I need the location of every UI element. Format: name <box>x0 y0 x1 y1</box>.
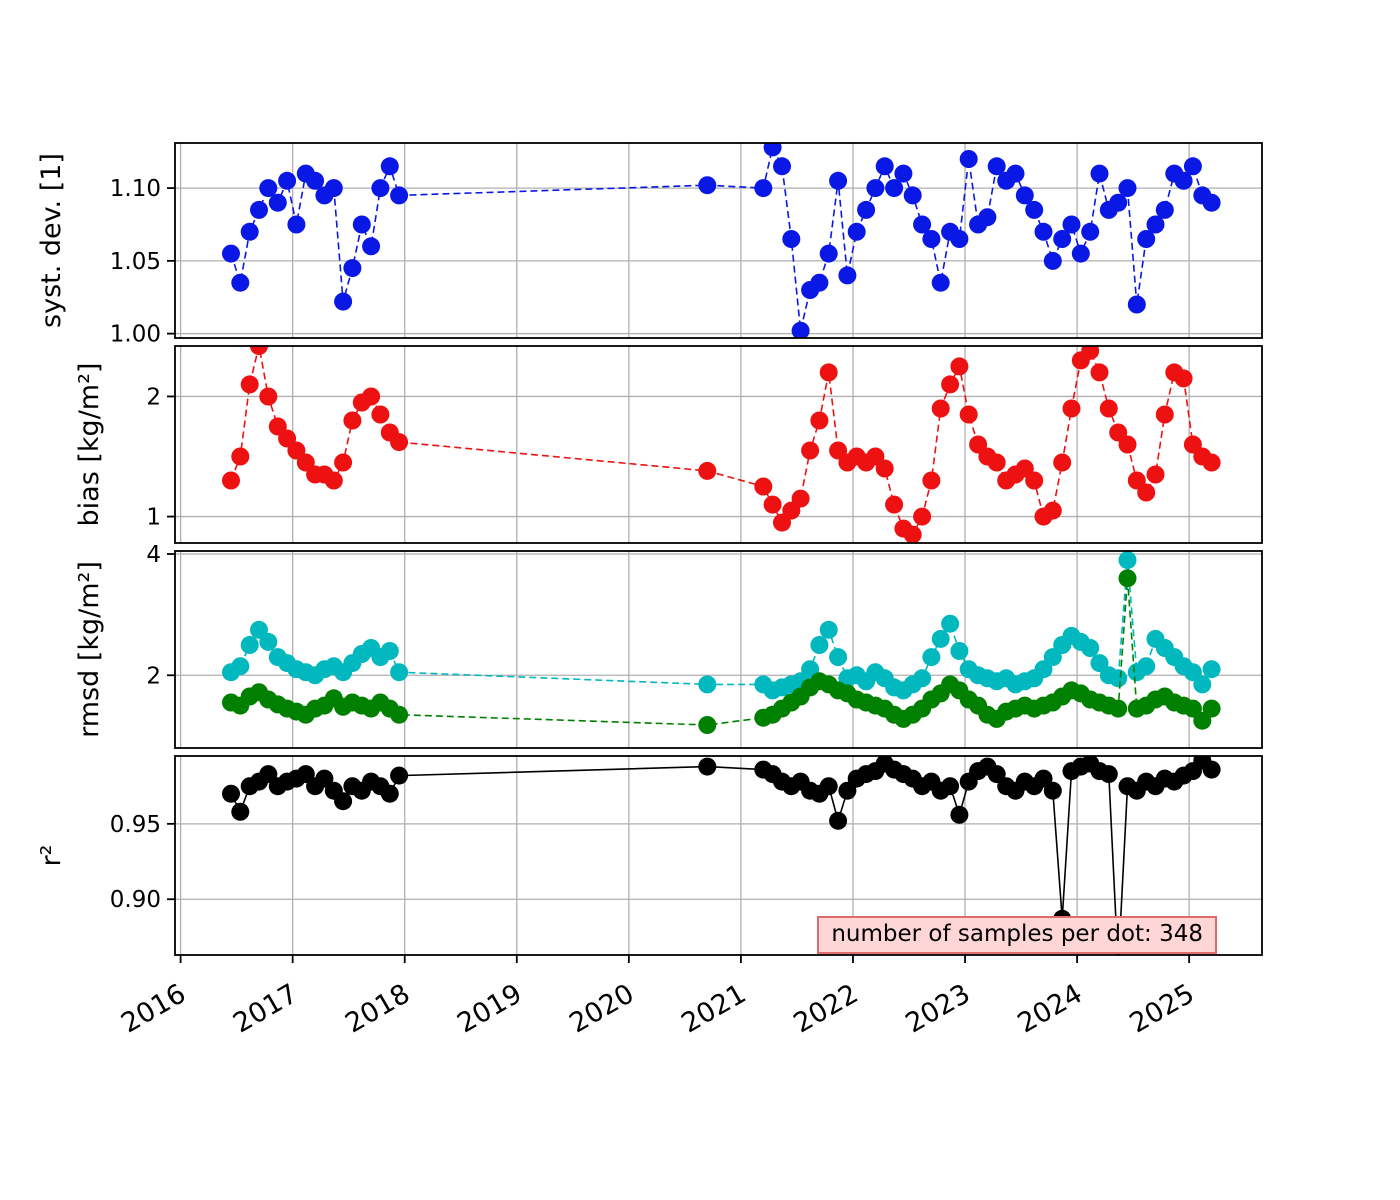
panel-0-plot-area <box>175 143 1262 338</box>
series-dots-syst-dev <box>222 143 1221 338</box>
series-dots-rmsd-total <box>222 551 1221 700</box>
panel-1-plot-area <box>175 346 1262 543</box>
y-tick-label: 1.10 <box>110 176 161 202</box>
panel-0-series-group <box>222 143 1221 338</box>
y-tick-label: 1 <box>146 505 161 531</box>
series-dots-rmsd-corrected <box>222 569 1221 734</box>
panel-2: 2 4 rmsd [kg/m²] <box>74 542 1263 749</box>
panel-3-border <box>174 755 1263 956</box>
panel-3-series-group <box>222 756 1221 955</box>
panel-2-border <box>174 550 1263 749</box>
y-tick-label: 4 <box>146 542 161 568</box>
series-dots-r-squared <box>222 756 1221 928</box>
panel-0: 1.00 1.05 1.10 syst. dev. [1] <box>36 142 1263 348</box>
y-tick-label: 1.05 <box>110 249 161 275</box>
y-tick-label: 1.00 <box>110 322 161 348</box>
y-axis-label-3: r² <box>36 845 67 867</box>
y-axis-label-1: bias [kg/m²] <box>74 363 105 527</box>
panel-1-series-group <box>222 346 1221 543</box>
y-tick-label: 2 <box>146 384 161 410</box>
y-tick-label: 2 <box>146 663 161 689</box>
panel-1: 1 2 bias [kg/m²] <box>74 345 1263 544</box>
panel-0-border <box>174 142 1263 339</box>
y-axis-label-2: rmsd [kg/m²] <box>74 561 105 738</box>
y-tick-label: 0.95 <box>110 812 161 838</box>
panel-2-series-group <box>222 551 1221 734</box>
panel-1-border <box>174 345 1263 544</box>
y-axis-label-0: syst. dev. [1] <box>36 153 67 328</box>
series-dots-bias <box>222 346 1221 543</box>
samples-annotation: number of samples per dot: 348 <box>817 916 1217 954</box>
y-tick-label: 0.90 <box>110 887 161 913</box>
